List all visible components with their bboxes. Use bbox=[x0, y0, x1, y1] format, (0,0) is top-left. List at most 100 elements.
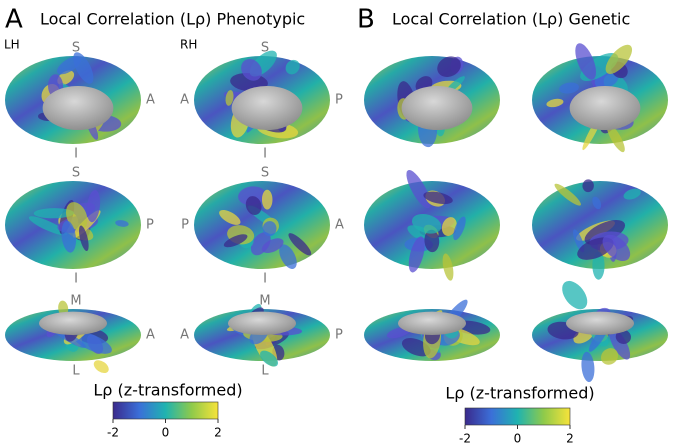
orientation-label: L bbox=[261, 364, 269, 379]
hemisphere-label: LH bbox=[4, 38, 20, 52]
colorbar-tick-label: 0 bbox=[162, 426, 170, 440]
cortex-patch bbox=[86, 190, 101, 223]
colorbar-label: Lρ (z-transformed) bbox=[93, 381, 242, 400]
brain-surface bbox=[194, 50, 330, 144]
medial-wall bbox=[42, 86, 114, 130]
colorbar-tick-label: -2 bbox=[107, 426, 119, 440]
brain-surface bbox=[532, 179, 668, 280]
cortex-patch bbox=[262, 221, 277, 237]
cortex-patch bbox=[605, 44, 633, 74]
orientation-label: I bbox=[263, 272, 267, 287]
orientation-label: M bbox=[70, 294, 81, 309]
cortex-patch bbox=[73, 52, 94, 84]
cortex-patch bbox=[442, 253, 454, 281]
cortex-patch bbox=[260, 350, 279, 367]
brain-surface bbox=[5, 52, 141, 144]
medial-wall bbox=[39, 311, 107, 335]
orientation-label: A bbox=[146, 93, 155, 108]
orientation-label: P bbox=[335, 93, 343, 108]
cortex-patch bbox=[600, 348, 619, 365]
cortex-patch bbox=[592, 251, 605, 280]
panel-title: Local Correlation (Lρ) Genetic bbox=[392, 10, 630, 29]
cortex-patch bbox=[441, 217, 457, 236]
medial-wall bbox=[398, 311, 466, 335]
cortex-patch bbox=[93, 360, 109, 374]
cortex-patch bbox=[78, 225, 89, 252]
colorbar-tick-label: 0 bbox=[514, 432, 522, 446]
orientation-label: P bbox=[181, 218, 189, 233]
cortex-patch bbox=[408, 236, 425, 273]
cortex-patch bbox=[453, 216, 466, 241]
colorbar-tick-label: 2 bbox=[214, 426, 222, 440]
orientation-label: I bbox=[263, 147, 267, 162]
cortex-patch bbox=[554, 183, 581, 206]
cortex-patch bbox=[288, 233, 312, 256]
brain-surface bbox=[5, 181, 141, 269]
hemisphere-label: RH bbox=[180, 38, 197, 52]
cortex-patch bbox=[61, 220, 77, 253]
cortex-patch bbox=[437, 56, 461, 77]
cortex-patch bbox=[602, 234, 631, 262]
colorbar-label: Lρ (z-transformed) bbox=[445, 384, 594, 403]
cortex-patch bbox=[423, 191, 453, 205]
colorbar-tick-label: -2 bbox=[459, 432, 471, 446]
orientation-label: I bbox=[74, 272, 78, 287]
cortex-patch bbox=[581, 351, 595, 383]
orientation-label: P bbox=[146, 218, 154, 233]
cortex-patch bbox=[606, 123, 625, 153]
brain-surface bbox=[364, 56, 500, 148]
medial-wall bbox=[228, 311, 296, 335]
cortex-patch bbox=[261, 189, 273, 210]
medial-wall bbox=[401, 86, 473, 130]
cortex-patch bbox=[219, 209, 241, 225]
cortex-patch bbox=[225, 90, 234, 106]
panel-title: Local Correlation (Lρ) Phenotypic bbox=[40, 10, 305, 29]
cortex-patch bbox=[424, 229, 440, 253]
cortex-patch bbox=[66, 202, 88, 231]
cortex-patch bbox=[261, 238, 284, 253]
cortex-patch bbox=[241, 59, 262, 81]
orientation-label: A bbox=[180, 328, 189, 343]
medial-wall bbox=[566, 311, 634, 335]
cortex-patch bbox=[559, 82, 579, 94]
brain-surface bbox=[5, 300, 141, 374]
cortex-patch bbox=[411, 213, 442, 234]
orientation-label: S bbox=[261, 41, 269, 56]
brain-surface bbox=[194, 303, 330, 367]
cortex-patch bbox=[33, 208, 75, 219]
cortex-patch bbox=[406, 169, 431, 209]
medial-wall bbox=[569, 86, 641, 130]
cortex-patch bbox=[562, 280, 588, 310]
cortex-patch bbox=[609, 328, 631, 360]
panel-letter: A bbox=[5, 5, 23, 35]
orientation-label: L bbox=[72, 364, 80, 379]
cortex-patch bbox=[115, 220, 129, 227]
brain-surface bbox=[194, 181, 330, 269]
cortex-patch bbox=[28, 216, 68, 236]
orientation-label: M bbox=[259, 294, 270, 309]
cortex-patch bbox=[245, 196, 262, 215]
cortex-patch bbox=[279, 244, 297, 269]
orientation-label: A bbox=[335, 218, 344, 233]
colorbar-tick-label: 2 bbox=[566, 432, 574, 446]
brain-surface bbox=[532, 43, 668, 153]
orientation-label: A bbox=[180, 93, 189, 108]
cortex-patch bbox=[73, 331, 112, 354]
panel-letter: B bbox=[357, 5, 375, 35]
orientation-label: S bbox=[72, 166, 80, 181]
cortex-patch bbox=[575, 43, 596, 80]
colorbar bbox=[464, 407, 571, 426]
orientation-label: I bbox=[74, 147, 78, 162]
cortex-patch bbox=[223, 234, 248, 248]
brain-surface bbox=[364, 169, 500, 281]
cortex-patch bbox=[285, 59, 300, 75]
orientation-label: P bbox=[335, 328, 343, 343]
cortex-patch bbox=[592, 196, 602, 210]
orientation-label: S bbox=[72, 41, 80, 56]
colorbar bbox=[112, 401, 219, 420]
cortex-patch bbox=[546, 98, 564, 108]
medial-wall bbox=[231, 86, 303, 130]
brain-surface bbox=[532, 280, 668, 383]
orientation-label: S bbox=[261, 166, 269, 181]
